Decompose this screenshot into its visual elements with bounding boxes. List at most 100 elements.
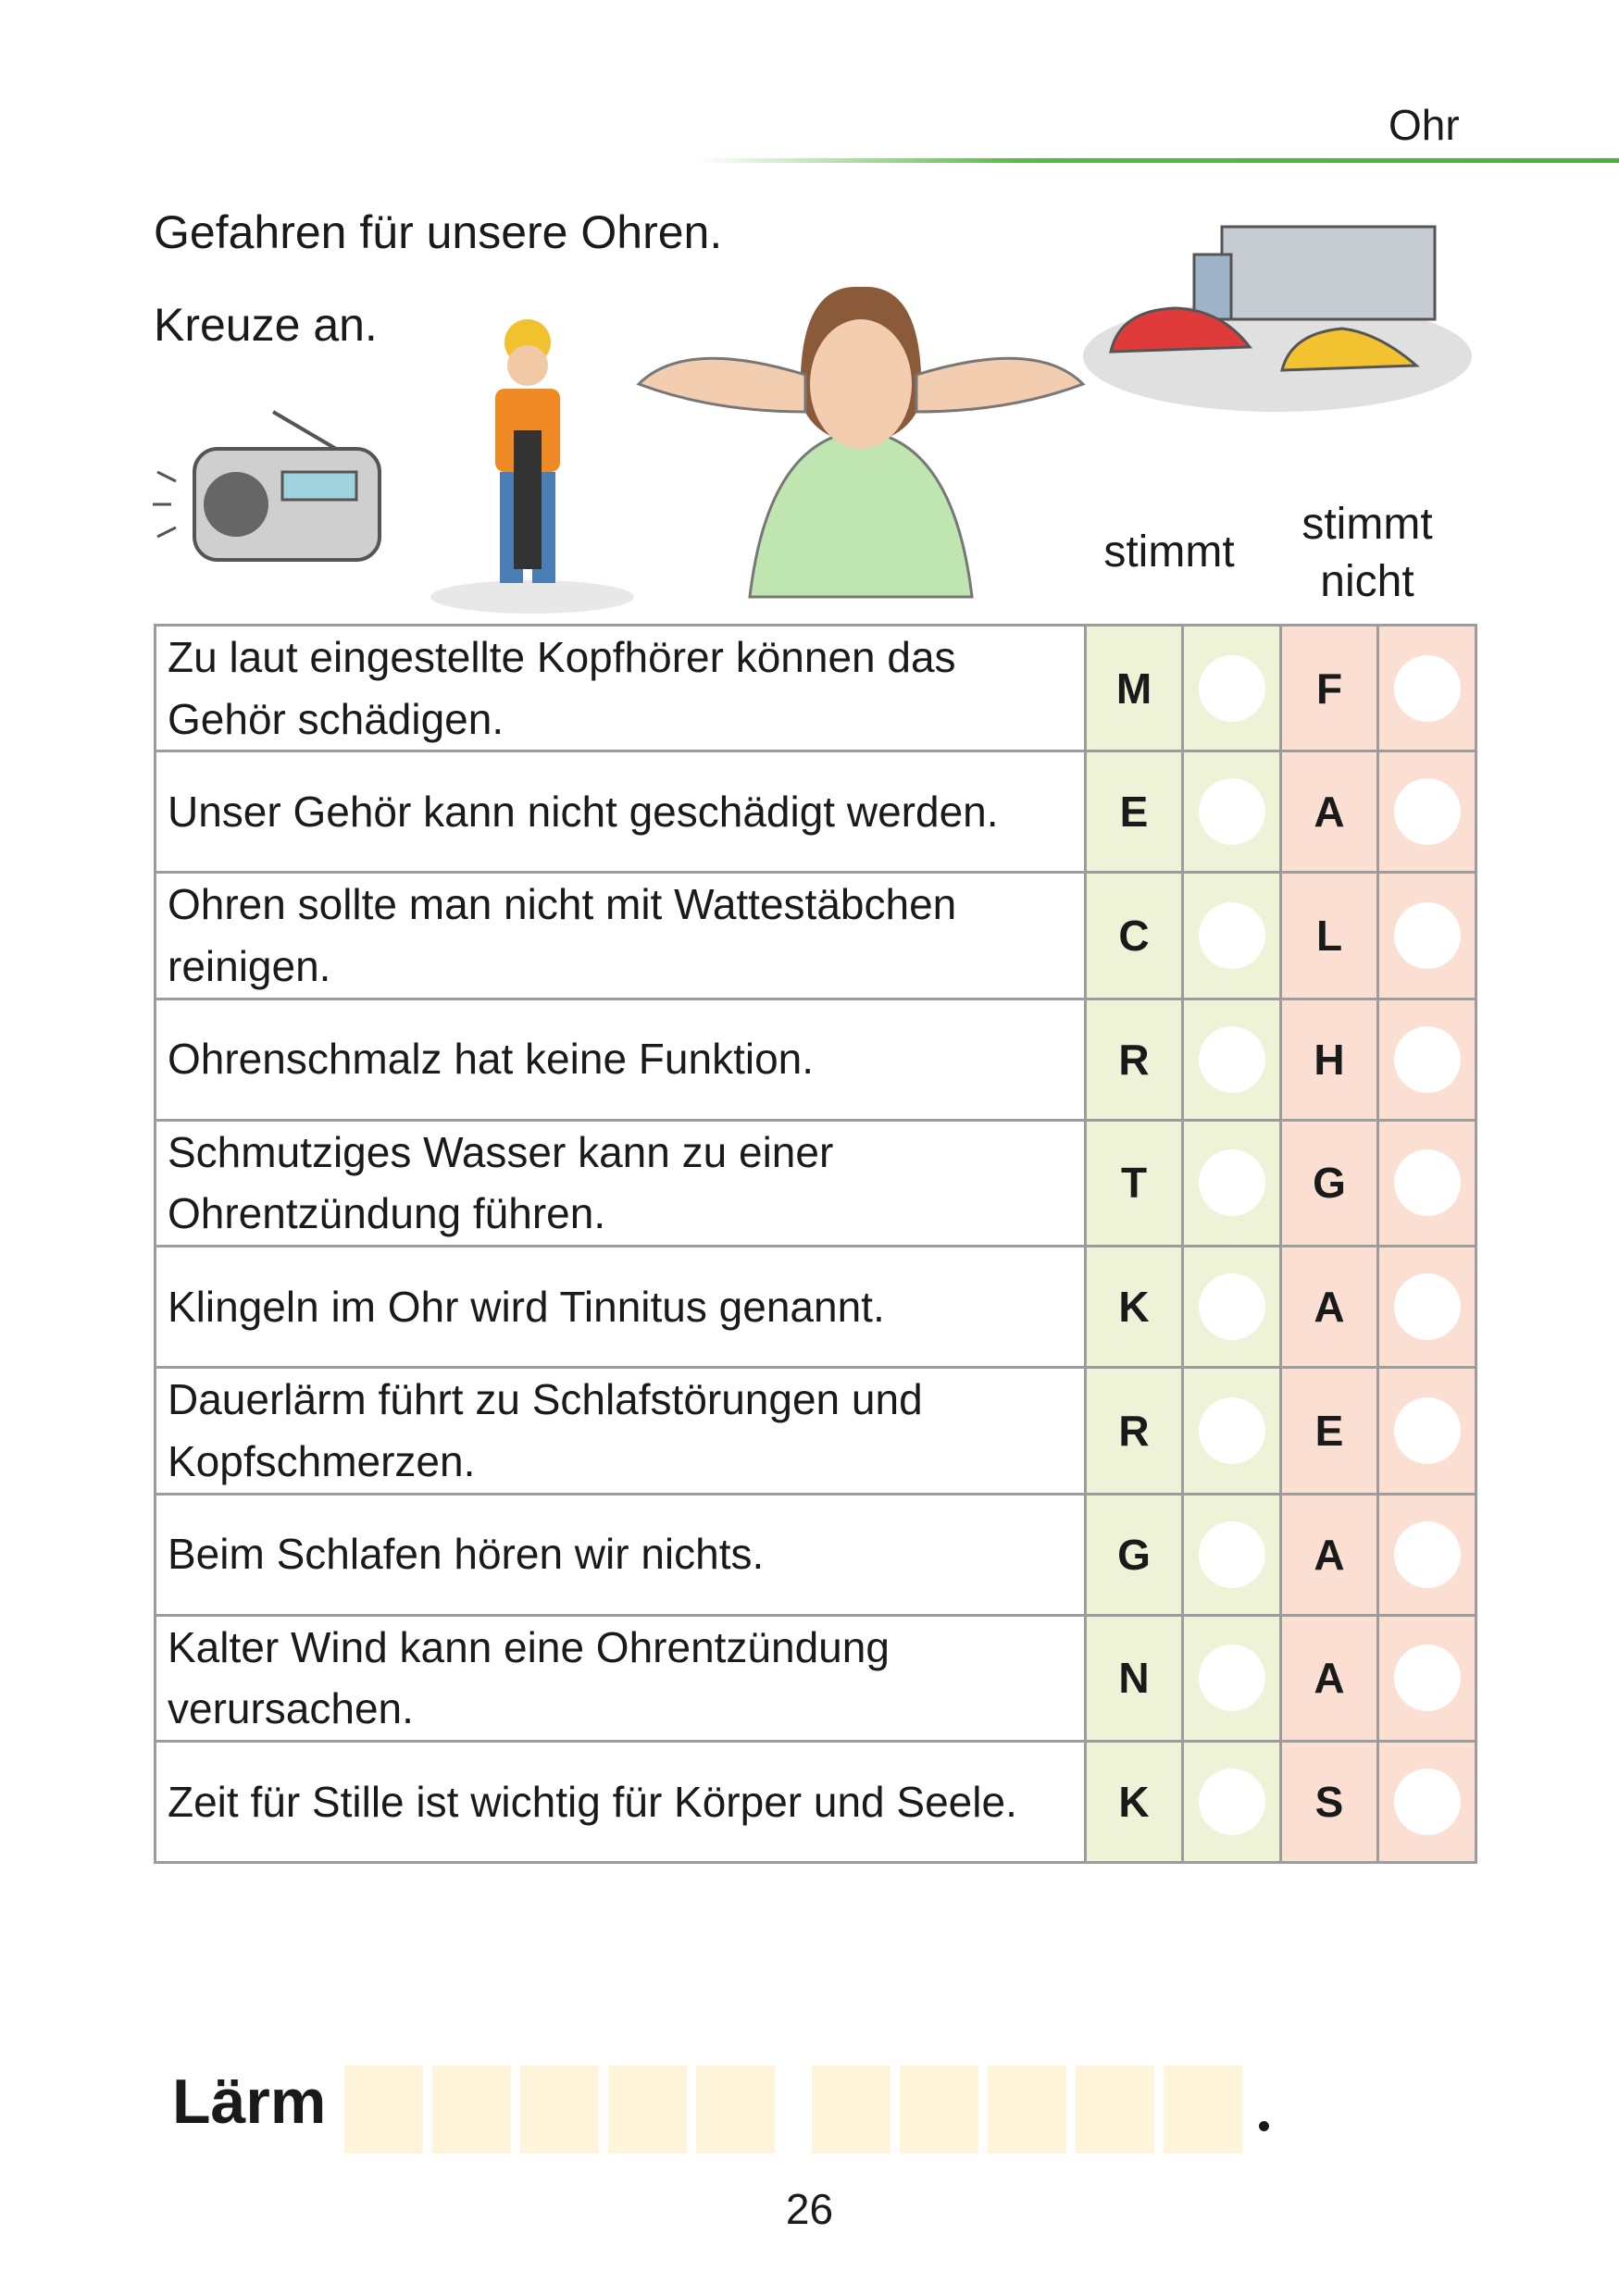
table-row: Dauerlärm führt zu Schlafstörungen und K… (154, 1366, 1477, 1496)
statement: Ohrenschmalz hat keine Funktion. (154, 997, 1087, 1122)
table-row: Zu laut eingestellte Kopfhörer können da… (154, 623, 1477, 753)
table-row: Ohrenschmalz hat keine Funktion. R H (154, 997, 1477, 1122)
checkbox-false[interactable] (1376, 623, 1477, 753)
checkbox-true[interactable] (1181, 1118, 1282, 1248)
chapter-title: Ohr (1389, 101, 1460, 149)
checkbox-true[interactable] (1181, 997, 1282, 1122)
letter-false: L (1279, 871, 1379, 1000)
letter-true: E (1084, 750, 1184, 875)
solution-letter-box[interactable] (696, 2066, 775, 2153)
table-row: Klingeln im Ohr wird Tinnitus genannt. K… (154, 1245, 1477, 1370)
circle-icon[interactable] (1198, 1273, 1265, 1341)
letter-true: K (1084, 1245, 1184, 1370)
checkbox-true[interactable] (1181, 1613, 1282, 1743)
letter-true: R (1084, 1366, 1184, 1496)
circle-icon[interactable] (1198, 1520, 1265, 1588)
circle-icon[interactable] (1198, 1768, 1265, 1835)
circle-icon[interactable] (1393, 1644, 1461, 1712)
jackhammer-worker-icon (430, 319, 634, 614)
checkbox-false[interactable] (1376, 997, 1477, 1122)
checkbox-true[interactable] (1181, 623, 1282, 753)
table-row: Ohren sollte man nicht mit Wattestäbchen… (154, 871, 1477, 1000)
checkbox-false[interactable] (1376, 1366, 1477, 1496)
letter-true: M (1084, 623, 1184, 753)
table-row: Kalter Wind kann eine Ohrentzündung veru… (154, 1613, 1477, 1743)
circle-icon[interactable] (1393, 778, 1461, 846)
letter-false: A (1279, 1492, 1379, 1617)
checkbox-true[interactable] (1181, 1366, 1282, 1496)
circle-icon[interactable] (1198, 1149, 1265, 1217)
page-number: 26 (785, 2185, 834, 2233)
letter-false: H (1279, 997, 1379, 1122)
circle-icon[interactable] (1393, 1768, 1461, 1835)
header-rule (696, 158, 1619, 163)
circle-icon[interactable] (1198, 1396, 1265, 1464)
solution-letter-box[interactable] (988, 2066, 1066, 2153)
checkbox-true[interactable] (1181, 750, 1282, 875)
solution-letter-box[interactable] (344, 2066, 423, 2153)
statement: Ohren sollte man nicht mit Wattestäbchen… (154, 871, 1087, 1000)
solution-letter-box[interactable] (1076, 2066, 1154, 2153)
statement: Unser Gehör kann nicht geschädigt werden… (154, 750, 1087, 875)
checkbox-false[interactable] (1376, 1492, 1477, 1617)
letter-true: C (1084, 871, 1184, 1000)
solution-letter-box[interactable] (608, 2066, 687, 2153)
letter-true: R (1084, 997, 1184, 1122)
table-row: Unser Gehör kann nicht geschädigt werden… (154, 750, 1477, 875)
table-row: Zeit für Stille ist wichtig für Körper u… (154, 1739, 1477, 1864)
circle-icon[interactable] (1393, 1149, 1461, 1217)
solution-letter-box[interactable] (900, 2066, 978, 2153)
letter-false: G (1279, 1118, 1379, 1248)
checkbox-false[interactable] (1376, 871, 1477, 1000)
page-title: Gefahren für unsere Ohren. (154, 206, 723, 258)
solution-letter-box[interactable] (812, 2066, 890, 2153)
circle-icon[interactable] (1393, 902, 1461, 970)
table-row: Schmutziges Wasser kann zu einer Ohrentz… (154, 1118, 1477, 1248)
letter-true: T (1084, 1118, 1184, 1248)
checkbox-false[interactable] (1376, 1739, 1477, 1864)
letter-true: G (1084, 1492, 1184, 1617)
column-header-false: stimmt nicht (1301, 500, 1433, 607)
letter-true: K (1084, 1739, 1184, 1864)
checkbox-false[interactable] (1376, 1613, 1477, 1743)
letter-false: A (1279, 1613, 1379, 1743)
checkbox-true[interactable] (1181, 1739, 1282, 1864)
letter-false: S (1279, 1739, 1379, 1864)
checkbox-false[interactable] (1376, 750, 1477, 875)
circle-icon[interactable] (1393, 1396, 1461, 1464)
circle-icon[interactable] (1198, 902, 1265, 970)
solution-letter-box[interactable] (1164, 2066, 1242, 2153)
checkbox-true[interactable] (1181, 871, 1282, 1000)
solution-period (1259, 2121, 1269, 2131)
statement: Zu laut eingestellte Kopfhörer können da… (154, 623, 1087, 753)
statement: Beim Schlafen hören wir nichts. (154, 1492, 1087, 1617)
statement: Schmutziges Wasser kann zu einer Ohrentz… (154, 1118, 1087, 1248)
traffic-jam-icon (1083, 225, 1472, 412)
checkbox-false[interactable] (1376, 1118, 1477, 1248)
letter-false: F (1279, 623, 1379, 753)
table-row: Beim Schlafen hören wir nichts. G A (154, 1492, 1477, 1617)
circle-icon[interactable] (1198, 1025, 1265, 1093)
statement: Dauerlärm führt zu Schlafstörungen und K… (154, 1366, 1087, 1496)
column-header-true: stimmt (1103, 527, 1235, 577)
statement: Kalter Wind kann eine Ohrentzündung veru… (154, 1613, 1087, 1743)
circle-icon[interactable] (1198, 654, 1265, 722)
solution-letter-box[interactable] (432, 2066, 511, 2153)
checkbox-false[interactable] (1376, 1245, 1477, 1370)
solution-letter-box[interactable] (520, 2066, 599, 2153)
letter-true: N (1084, 1613, 1184, 1743)
girl-covering-ears-icon (636, 286, 1086, 599)
circle-icon[interactable] (1393, 654, 1461, 722)
radio-icon (153, 410, 381, 562)
circle-icon[interactable] (1393, 1520, 1461, 1588)
instruction: Kreuze an. (154, 299, 378, 351)
circle-icon[interactable] (1198, 778, 1265, 846)
circle-icon[interactable] (1393, 1025, 1461, 1093)
checkbox-true[interactable] (1181, 1245, 1282, 1370)
checkbox-true[interactable] (1181, 1492, 1282, 1617)
circle-icon[interactable] (1198, 1644, 1265, 1712)
circle-icon[interactable] (1393, 1273, 1461, 1341)
letter-false: A (1279, 750, 1379, 875)
statement: Zeit für Stille ist wichtig für Körper u… (154, 1739, 1087, 1864)
quiz-table: Zu laut eingestellte Kopfhörer können da… (154, 623, 1477, 1864)
